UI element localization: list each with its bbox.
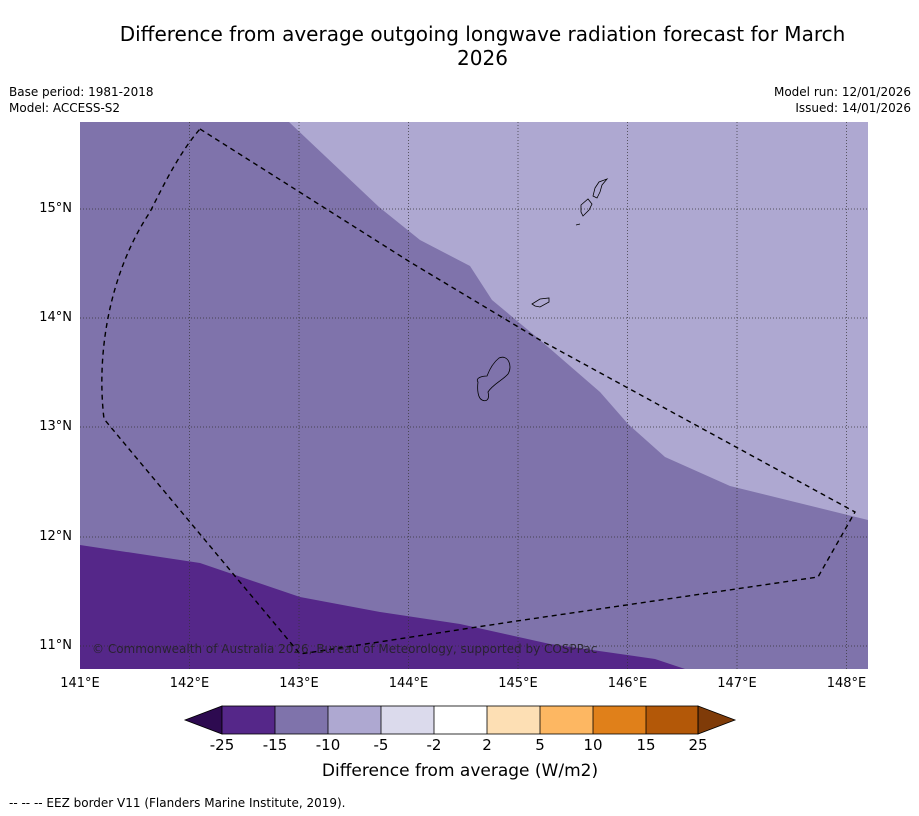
map-panel[interactable]: © Commonwealth of Australia 2026, Bureau…: [80, 122, 868, 669]
gridlines: [80, 122, 868, 669]
colorbar-swatch: [487, 706, 540, 734]
lat-label: 13°N: [39, 419, 72, 434]
lon-label: 148°E: [826, 676, 867, 691]
lon-label: 143°E: [279, 676, 319, 691]
islands: [476, 178, 609, 402]
lon-label: 145°E: [498, 676, 538, 691]
colorbar-tick: -10: [315, 736, 341, 754]
colorbar-swatch: [328, 706, 381, 734]
base-period-text: Base period: 1981-2018: [9, 85, 154, 99]
colorbar-swatch: [222, 706, 275, 734]
colorbar-swatch: [275, 706, 328, 734]
colorbar-swatch: [646, 706, 698, 734]
lat-label: 12°N: [39, 529, 72, 544]
colorbar-tick: -25: [209, 736, 235, 754]
colorbar-swatch: [593, 706, 646, 734]
colorbar-outline: [221, 705, 699, 735]
model-run-text: Model run: 12/01/2026: [773, 85, 911, 99]
colorbar-dividers: [274, 706, 647, 734]
colorbar-tick: -15: [262, 736, 288, 754]
island-rota: [531, 297, 550, 308]
colorbar-tick: 10: [583, 736, 603, 754]
meta-left: Base period: 1981-2018 Model: ACCESS-S2: [9, 84, 154, 116]
lon-label: 144°E: [388, 676, 429, 691]
colorbar-label: Difference from average (W/m2): [321, 761, 599, 781]
lat-label: 11°N: [39, 638, 72, 653]
colorbar-extend-low: [183, 705, 223, 735]
eez-border: [101, 128, 856, 655]
anomaly-medium-region: [80, 122, 868, 669]
colorbar-swatch: [540, 706, 593, 734]
colorbar-tick: 25: [688, 736, 708, 754]
colorbar: [180, 700, 740, 744]
lon-label: 141°E: [60, 676, 100, 691]
colorbar-tick: 2: [482, 736, 492, 754]
map-svg[interactable]: © Commonwealth of Australia 2026, Bureau…: [80, 122, 868, 669]
colorbar-svg: [183, 705, 737, 735]
island-aguijan: [575, 223, 581, 226]
lon-label: 146°E: [607, 676, 648, 691]
lon-label: 147°E: [717, 676, 757, 691]
lat-label: 14°N: [39, 310, 72, 325]
colorbar-swatch: [381, 706, 434, 734]
island-saipan: [592, 178, 609, 199]
meta-right: Model run: 12/01/2026 Issued: 14/01/2026: [774, 84, 911, 116]
colorbar-swatch: [434, 706, 487, 734]
colorbar-tick: -2: [426, 736, 442, 754]
colorbar-tick: 5: [535, 736, 545, 754]
anomaly-dark-region: [80, 545, 685, 669]
colorbar-tick: -5: [373, 736, 389, 754]
chart-title: Difference from average outgoing longwav…: [119, 22, 846, 70]
colorbar-tick: 15: [636, 736, 656, 754]
island-tinian: [580, 198, 593, 217]
copyright-text: © Commonwealth of Australia 2026, Bureau…: [92, 642, 597, 656]
colorbar-extend-high: [697, 705, 737, 735]
lon-label: 142°E: [169, 676, 210, 691]
model-text: Model: ACCESS-S2: [9, 101, 121, 115]
eez-footnote: -- -- -- EEZ border V11 (Flanders Marine…: [9, 796, 346, 810]
island-guam: [476, 356, 511, 402]
issued-text: Issued: 14/01/2026: [795, 101, 911, 115]
lat-label: 15°N: [39, 201, 72, 216]
